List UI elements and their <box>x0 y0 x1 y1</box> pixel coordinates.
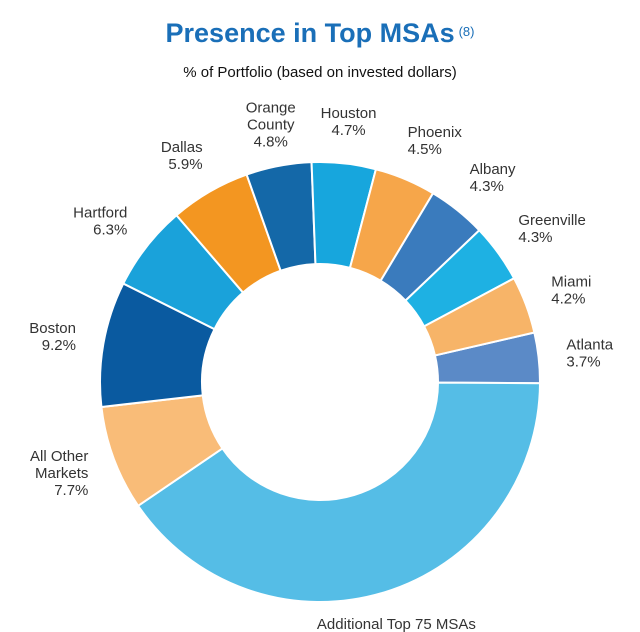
slice-value-label: 7.7% <box>54 482 88 499</box>
slice-value-label: 3.7% <box>566 354 600 371</box>
slice-label-4: Hartford 6.3% <box>73 204 127 238</box>
slice-name-label: Greenville <box>518 212 586 229</box>
chart-title-block: Presence in Top MSAs (8) <box>0 18 640 49</box>
slice-name-label: Boston <box>29 320 76 337</box>
slice-name-label: Orange <box>246 100 296 117</box>
slice-label-3: Boston 9.2% <box>29 320 76 354</box>
slice-1 <box>136 381 542 603</box>
slice-name-label: Albany <box>470 161 516 178</box>
slice-name-label: Atlanta <box>566 337 613 354</box>
slice-value-label: 4.2% <box>551 290 585 307</box>
slice-value-label: 6.3% <box>93 221 127 238</box>
chart-title: Presence in Top MSAs <box>165 18 455 48</box>
slice-label-9: Albany 4.3% <box>470 161 516 195</box>
slice-name-label: Houston <box>321 105 377 122</box>
slice-name-label: Hartford <box>73 204 127 221</box>
slice-value-label: 4.7% <box>331 122 365 139</box>
slice-label-1: Additional Top 75 MSAs40.4% <box>317 616 476 632</box>
slice-name-label: Dallas <box>161 139 203 156</box>
slice-name-label: Miami <box>551 273 591 290</box>
slice-label-2: All Other Markets 7.7% <box>30 448 88 499</box>
slice-label-8: Phoenix 4.5% <box>408 124 463 158</box>
slice-value-label: 4.3% <box>518 229 552 246</box>
title-footnote: (8) <box>458 23 475 39</box>
slice-label-0: Atlanta 3.7% <box>566 337 613 371</box>
slice-11 <box>422 276 536 357</box>
slice-label-5: Dallas 5.9% <box>161 139 203 173</box>
slice-value-label: 5.9% <box>168 156 202 173</box>
slice-value-label: 4.5% <box>408 141 442 158</box>
slice-value-label: 4.3% <box>470 178 504 195</box>
chart-subtitle: % of Portfolio (based on invested dollar… <box>183 64 457 81</box>
slice-value-label: 4.8% <box>254 134 288 151</box>
slice-label-10: Greenville 4.3% <box>518 212 586 246</box>
slice-label-7: Houston 4.7% <box>321 105 377 139</box>
slice-name-label: All Other <box>30 448 88 465</box>
slice-name-label: Phoenix <box>408 124 463 141</box>
slice-name-label: Markets <box>35 465 88 482</box>
slice-name-label: County <box>247 117 295 134</box>
slice-label-11: Miami 4.2% <box>551 273 591 307</box>
slice-value-label: 9.2% <box>42 337 76 354</box>
donut-slices <box>99 161 542 603</box>
slice-label-6: Orange County 4.8% <box>246 100 296 151</box>
slice-name-label: Additional Top 75 MSAs <box>317 616 476 632</box>
